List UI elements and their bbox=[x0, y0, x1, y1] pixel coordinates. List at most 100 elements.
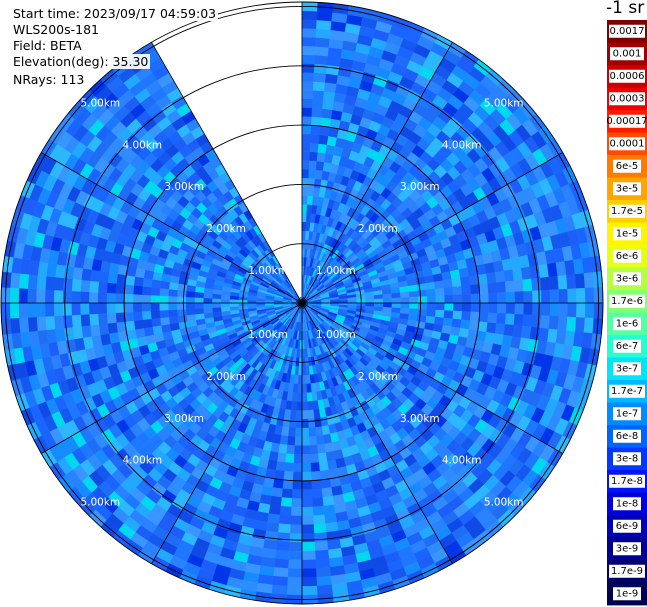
data-cell bbox=[185, 308, 196, 316]
data-cell bbox=[294, 427, 303, 438]
data-cell bbox=[504, 313, 515, 326]
data-cell bbox=[488, 302, 498, 314]
data-cell bbox=[71, 302, 81, 316]
data-cell bbox=[276, 532, 291, 543]
range-ring-label: 2.00km bbox=[206, 223, 246, 235]
data-cell bbox=[301, 524, 315, 534]
data-cell bbox=[290, 515, 303, 526]
data-cell bbox=[324, 521, 339, 533]
data-cell bbox=[325, 450, 336, 462]
colorbar-label-box bbox=[613, 339, 641, 353]
data-cell bbox=[89, 280, 100, 293]
data-cell bbox=[185, 296, 195, 304]
data-cell bbox=[124, 311, 135, 322]
data-cell bbox=[319, 125, 331, 137]
data-cell bbox=[107, 322, 118, 334]
colorbar-tick-label: 1e-8 bbox=[616, 498, 639, 509]
data-cell bbox=[229, 302, 239, 308]
data-cell bbox=[307, 186, 315, 197]
data-cell bbox=[324, 73, 339, 85]
data-cell bbox=[301, 204, 308, 214]
data-cell bbox=[522, 278, 533, 292]
colorbar-tick-label: 0.0006 bbox=[610, 71, 645, 82]
data-cell bbox=[295, 418, 303, 429]
data-cell bbox=[293, 445, 303, 455]
data-cell bbox=[283, 470, 294, 481]
data-cell bbox=[141, 302, 151, 312]
colorbar: 0.0017 0.001 0.0006 0.0003 0.00017 0.0001 6e-5… bbox=[606, 20, 647, 606]
data-cell bbox=[79, 302, 90, 315]
colorbar-tick-label: 6e-7 bbox=[616, 341, 639, 352]
data-cell bbox=[399, 285, 410, 293]
data-cell bbox=[288, 550, 303, 561]
data-cell bbox=[220, 302, 230, 308]
data-cell bbox=[220, 306, 231, 312]
data-cell bbox=[44, 289, 55, 304]
data-cell bbox=[18, 317, 30, 333]
data-cell bbox=[468, 274, 480, 286]
data-cell bbox=[365, 298, 375, 304]
colorbar-tick-label: 1.7e-8 bbox=[611, 476, 643, 487]
data-cell bbox=[312, 400, 320, 411]
data-cell bbox=[115, 312, 126, 323]
data-cell bbox=[301, 366, 307, 376]
data-cell bbox=[106, 292, 116, 304]
data-cell bbox=[89, 313, 100, 326]
data-cell bbox=[442, 279, 453, 289]
data-cell bbox=[27, 316, 38, 332]
data-cell bbox=[315, 28, 331, 39]
data-cell bbox=[301, 10, 318, 21]
data-cell bbox=[63, 265, 75, 280]
data-cell bbox=[426, 309, 436, 318]
data-cell bbox=[150, 302, 160, 312]
colorbar-label-box bbox=[613, 272, 641, 286]
colorbar-tick-label: 6e-9 bbox=[616, 521, 639, 532]
data-cell bbox=[301, 19, 318, 29]
range-ring-label: 4.00km bbox=[442, 139, 482, 151]
data-cell bbox=[469, 284, 480, 295]
data-cell bbox=[309, 444, 319, 455]
data-cell bbox=[313, 408, 321, 419]
data-cell bbox=[35, 288, 46, 304]
colorbar-label-box bbox=[613, 227, 641, 241]
data-cell bbox=[478, 312, 489, 323]
data-cell bbox=[321, 487, 333, 498]
data-cell bbox=[314, 540, 329, 552]
data-cell bbox=[280, 497, 292, 508]
data-cell bbox=[306, 383, 312, 394]
data-cell bbox=[558, 302, 569, 318]
data-cell bbox=[72, 325, 84, 340]
data-cell bbox=[194, 302, 204, 309]
colorbar-tick-label: 1.7e-9 bbox=[611, 566, 643, 577]
colorbar-tick-label: 0.0003 bbox=[610, 93, 645, 104]
range-ring-label: 4.00km bbox=[442, 455, 482, 467]
range-ring-label: 2.00km bbox=[206, 371, 246, 383]
data-cell bbox=[314, 549, 330, 560]
data-cell bbox=[265, 521, 280, 533]
colorbar-label-box bbox=[609, 384, 645, 398]
field-label: Field: BETA bbox=[11, 38, 84, 53]
data-cell bbox=[324, 442, 334, 453]
data-cell bbox=[282, 479, 293, 490]
data-cell bbox=[272, 575, 288, 587]
data-cell bbox=[168, 309, 178, 318]
data-cell bbox=[311, 479, 322, 490]
data-cell bbox=[486, 272, 497, 284]
data-cell bbox=[150, 294, 160, 304]
data-cell bbox=[301, 195, 308, 205]
data-cell bbox=[53, 289, 64, 304]
data-cell bbox=[301, 375, 307, 385]
data-cell bbox=[296, 392, 303, 402]
data-cell bbox=[323, 504, 336, 516]
data-cell bbox=[504, 280, 515, 293]
data-cell bbox=[281, 488, 293, 499]
data-cell bbox=[35, 302, 46, 318]
data-cell bbox=[107, 272, 118, 284]
data-cell bbox=[79, 291, 90, 304]
data-cell bbox=[301, 36, 317, 47]
data-cell bbox=[540, 289, 551, 304]
data-cell bbox=[167, 295, 178, 304]
radial-line bbox=[301, 152, 563, 304]
colorbar-label-box bbox=[609, 564, 645, 578]
